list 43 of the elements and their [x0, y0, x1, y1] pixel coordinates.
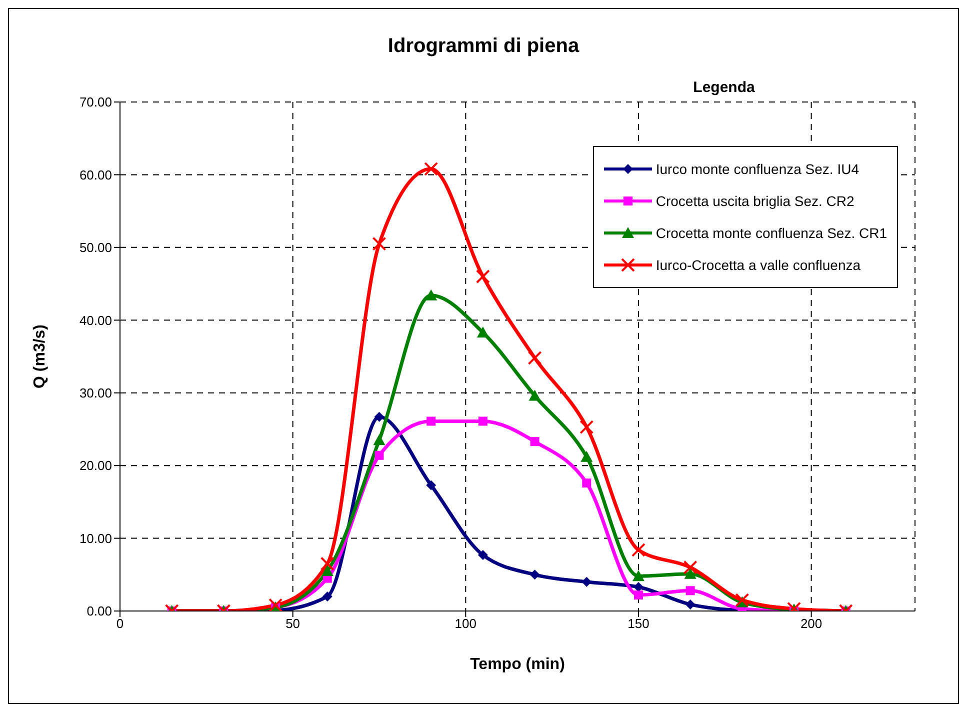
- point: [634, 590, 643, 600]
- legend-label: Crocetta uscita briglia Sez. CR2: [656, 193, 854, 209]
- point: [685, 599, 696, 610]
- point: [478, 550, 488, 560]
- x-tick-label: 50: [286, 616, 300, 632]
- legend-label: Iurco monte confluenza Sez. IU4: [656, 161, 859, 177]
- point: [374, 450, 384, 460]
- x-axis-title: Tempo (min): [470, 656, 565, 673]
- point: [582, 576, 592, 587]
- point: [374, 412, 384, 422]
- x-tick-label: 0: [116, 616, 124, 632]
- point: [373, 434, 386, 446]
- point: [686, 586, 695, 596]
- x-tick-label: 150: [628, 616, 650, 632]
- point: [425, 289, 438, 300]
- chart-title: Idrogrammi di piena: [386, 35, 580, 58]
- y-tick-label: 30.00: [79, 385, 112, 400]
- point: [582, 478, 592, 488]
- legend-title: Legenda: [692, 79, 756, 96]
- y-tick-label: 10.00: [79, 530, 112, 546]
- x-tick-label: 100: [454, 616, 477, 632]
- point: [580, 450, 593, 462]
- point: [632, 570, 644, 582]
- point: [322, 591, 332, 602]
- y-tick-label: 0.00: [86, 604, 112, 619]
- y-tick-label: 70.00: [79, 94, 112, 110]
- x-tick-label: 200: [800, 616, 822, 632]
- y-tick-label: 60.00: [79, 167, 112, 182]
- y-tick-label: 20.00: [79, 458, 112, 474]
- point: [478, 416, 488, 426]
- point: [321, 565, 334, 576]
- y-axis-title: Q (m3/s): [32, 324, 49, 389]
- y-tick-label: 40.00: [79, 312, 112, 328]
- point: [684, 568, 696, 579]
- legend-label: Crocetta monte confluenza Sez. CR1: [656, 225, 887, 241]
- legend-label: Iurco-Crocetta a valle confluenza: [656, 257, 861, 273]
- point: [530, 437, 540, 446]
- point: [530, 570, 540, 580]
- y-tick-label: 50.00: [79, 240, 112, 256]
- point: [426, 416, 436, 426]
- point: [476, 326, 489, 338]
- point: [528, 390, 541, 401]
- point: [426, 480, 436, 490]
